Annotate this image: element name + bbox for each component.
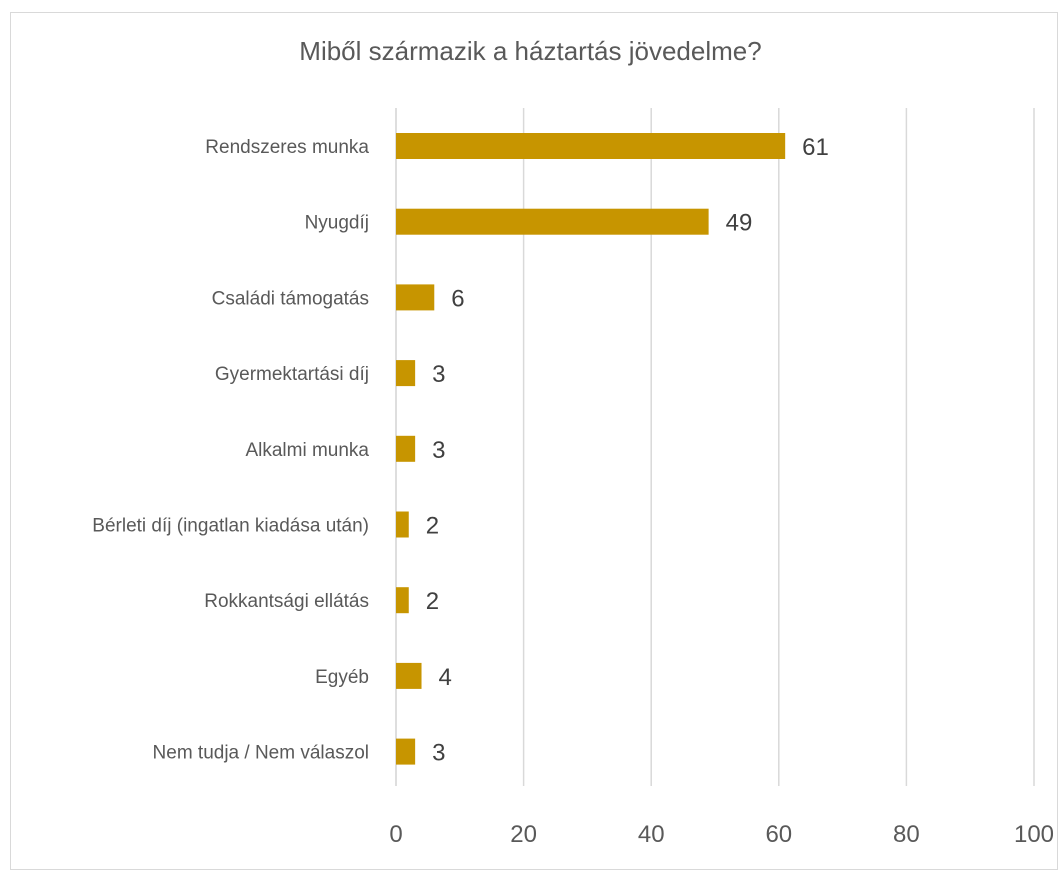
bars <box>396 133 786 765</box>
data-label: 49 <box>726 210 753 237</box>
x-tick-label: 80 <box>893 821 920 848</box>
x-tick-label: 60 <box>765 821 792 848</box>
bar <box>396 511 409 538</box>
data-label: 3 <box>432 437 445 464</box>
category-label: Gyermektartási díj <box>215 364 369 385</box>
category-labels: Rendszeres munka Nyugdíj Családi támogatás… <box>92 137 369 764</box>
bar <box>396 360 416 387</box>
category-label: Bérleti díj (ingatlan kiadása után) <box>92 516 369 537</box>
bar <box>396 435 416 462</box>
data-label: 6 <box>451 285 464 312</box>
data-label: 3 <box>432 740 445 767</box>
x-tick-label: 100 <box>1014 821 1054 848</box>
x-tick-label: 40 <box>638 821 665 848</box>
bar <box>396 208 709 235</box>
data-label: 3 <box>432 361 445 388</box>
chart-title: Miből származik a háztartás jövedelme? <box>299 36 762 66</box>
category-label: Nyugdíj <box>305 213 369 234</box>
bar <box>396 133 786 159</box>
data-label: 4 <box>439 664 452 691</box>
bar <box>396 662 422 689</box>
data-label: 2 <box>426 513 439 540</box>
bar <box>396 738 416 765</box>
data-label: 61 <box>802 134 829 161</box>
value-labels: 61 49 6 3 3 2 2 4 3 <box>426 134 829 767</box>
x-tick-label: 20 <box>510 821 537 848</box>
bar <box>396 587 409 614</box>
category-label: Egyéb <box>315 667 369 688</box>
category-label: Családi támogatás <box>212 288 369 309</box>
bar <box>396 284 435 311</box>
category-label: Rendszeres munka <box>205 137 369 158</box>
category-label: Nem tudja / Nem válaszol <box>153 743 369 764</box>
x-tick-label: 0 <box>389 821 402 848</box>
data-label: 2 <box>426 588 439 615</box>
category-label: Rokkantsági ellátás <box>204 591 369 612</box>
category-label: Alkalmi munka <box>245 440 369 461</box>
x-tick-labels: 0 20 40 60 80 100 <box>389 821 1054 848</box>
